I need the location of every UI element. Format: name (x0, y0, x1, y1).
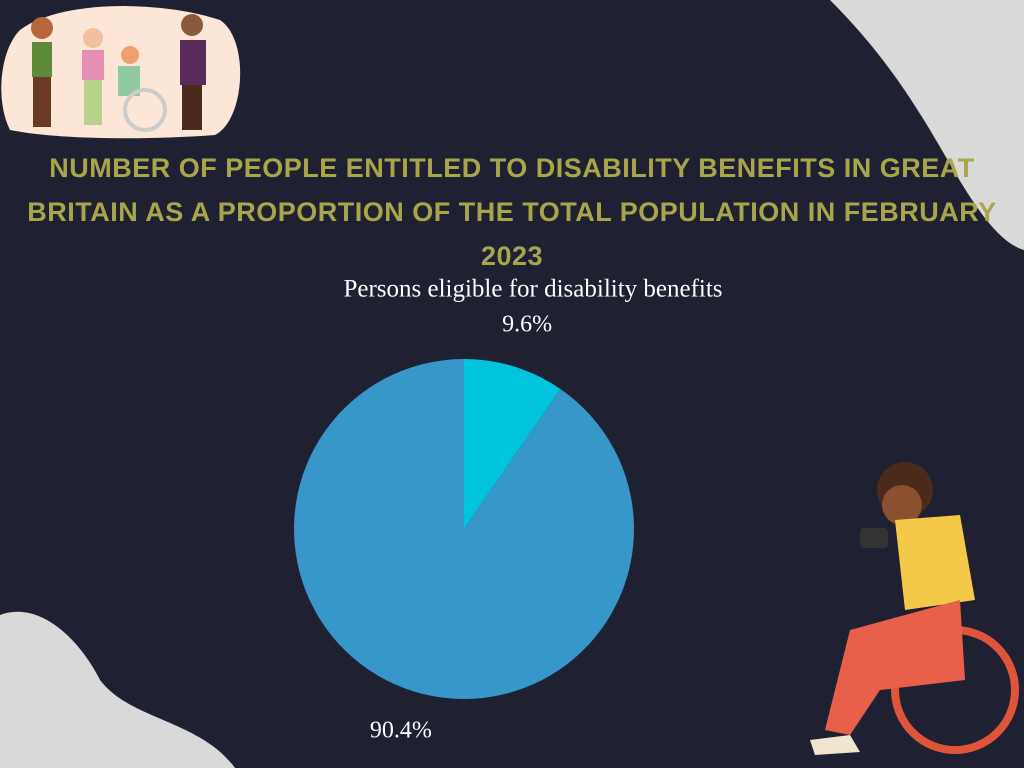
data-label: 9.6% (502, 312, 552, 338)
decor-blob (830, 0, 1024, 250)
chart-title: Number of people entitled to disability … (27, 153, 997, 271)
pie-slice (464, 359, 561, 529)
decor-blob (0, 611, 235, 768)
chart-subtitle: Persons eligible for disability benefits (343, 276, 722, 303)
illustration-people (31, 14, 206, 132)
pie-slice (294, 359, 634, 700)
data-label: 90.4% (370, 717, 432, 743)
illustration-photographer (810, 462, 1019, 755)
